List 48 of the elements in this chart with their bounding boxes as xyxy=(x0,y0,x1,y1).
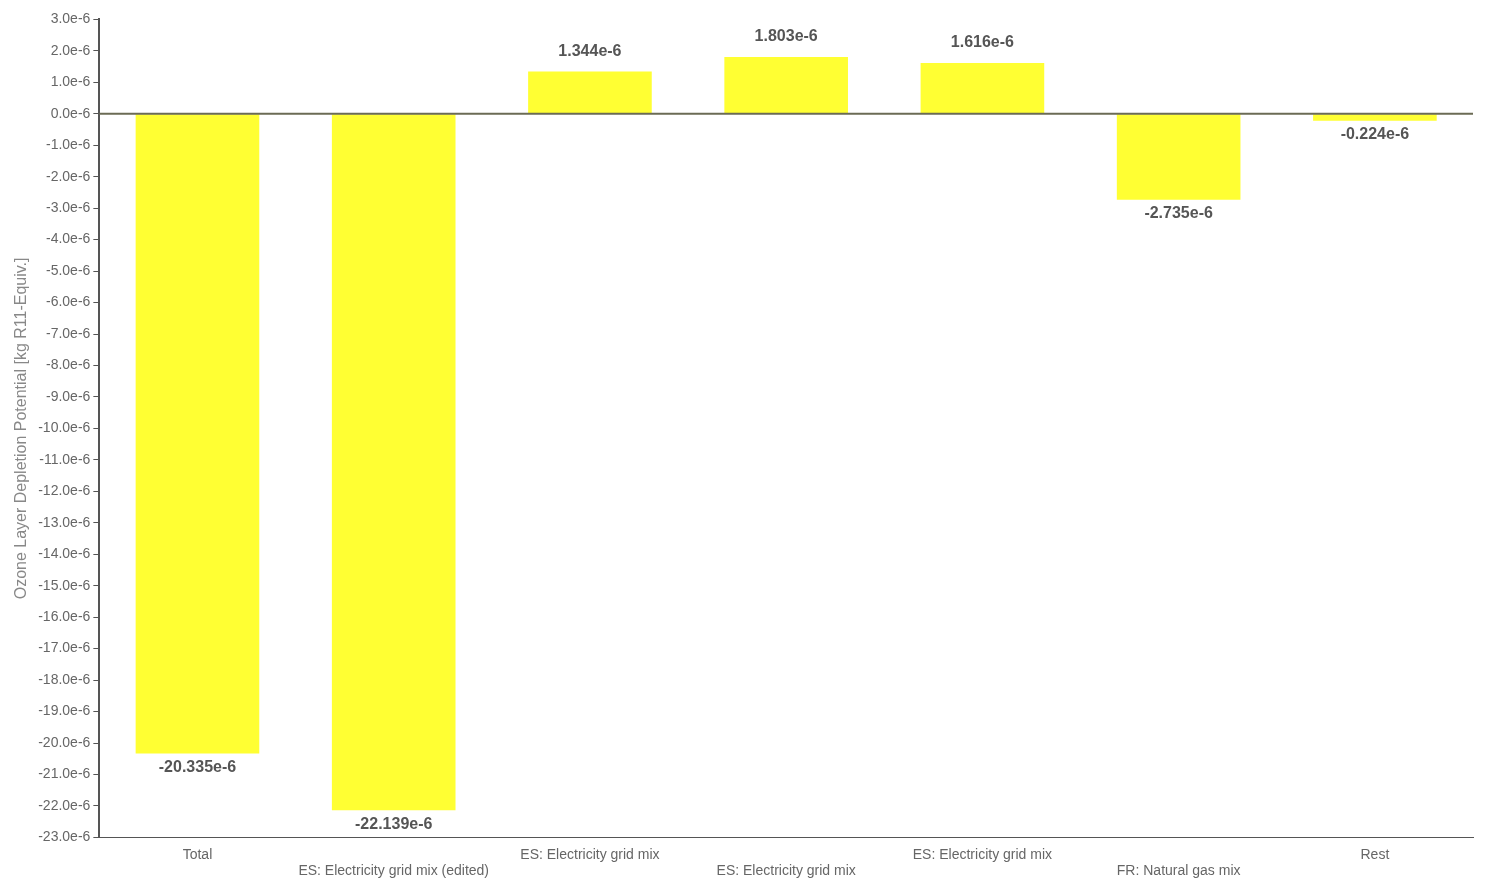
y-tick-label: -13.0e-6 xyxy=(38,513,91,530)
y-tick-label: -19.0e-6 xyxy=(38,702,91,719)
data-label: 1.803e-6 xyxy=(754,27,818,45)
y-tick-label: -9.0e-6 xyxy=(45,387,91,404)
y-tick-label: 2.0e-6 xyxy=(50,41,91,58)
y-tick-label: -16.0e-6 xyxy=(38,608,91,625)
x-tick-label: Rest xyxy=(1360,845,1390,862)
x-tick-label: ES: Electricity grid mix xyxy=(520,845,660,862)
y-tick-label: -7.0e-6 xyxy=(45,324,91,341)
y-tick-label: -18.0e-6 xyxy=(38,670,91,687)
y-tick-label: -2.0e-6 xyxy=(45,167,91,184)
y-tick-label: -8.0e-6 xyxy=(45,356,91,373)
y-axis-title: Ozone Layer Depletion Potential [kg R11-Equiv.] xyxy=(12,257,30,600)
bar xyxy=(331,114,456,811)
y-tick-label: -22.0e-6 xyxy=(38,796,91,813)
bar xyxy=(920,62,1045,114)
y-tick-label: -4.0e-6 xyxy=(45,230,91,247)
y-tick-label: 1.0e-6 xyxy=(50,73,91,90)
y-tick-label: -6.0e-6 xyxy=(45,293,91,310)
y-tick-label: -15.0e-6 xyxy=(38,576,91,593)
x-tick-label: ES: Electricity grid mix xyxy=(716,862,856,879)
y-tick-label: -23.0e-6 xyxy=(38,828,91,845)
y-tick-label: -17.0e-6 xyxy=(38,639,91,656)
y-tick-label: -14.0e-6 xyxy=(38,545,91,562)
data-label: -0.224e-6 xyxy=(1340,125,1410,143)
y-tick-label: 0.0e-6 xyxy=(50,104,91,121)
y-tick-label: -3.0e-6 xyxy=(45,199,91,216)
y-tick-label: -5.0e-6 xyxy=(45,261,91,278)
y-tick-label: -10.0e-6 xyxy=(38,419,91,436)
y-tick-label: -11.0e-6 xyxy=(39,450,91,467)
y-tick-label: -21.0e-6 xyxy=(38,765,91,782)
bar xyxy=(1116,114,1241,200)
data-label: 1.344e-6 xyxy=(558,41,622,59)
x-tick-label: ES: Electricity grid mix (edited) xyxy=(298,862,489,879)
x-tick-label: ES: Electricity grid mix xyxy=(912,845,1053,862)
data-label: -20.335e-6 xyxy=(158,757,237,775)
data-label: -22.139e-6 xyxy=(355,814,433,832)
y-tick-label: -1.0e-6 xyxy=(45,136,91,153)
y-tick-label: 3.0e-6 xyxy=(50,10,91,27)
data-label: 1.616e-6 xyxy=(950,33,1015,51)
y-tick-label: -20.0e-6 xyxy=(38,733,91,750)
y-tick-label: -12.0e-6 xyxy=(38,482,91,499)
bar xyxy=(528,71,652,114)
bar xyxy=(724,57,848,114)
data-label: -2.735e-6 xyxy=(1144,204,1213,222)
x-tick-label: FR: Natural gas mix xyxy=(1116,862,1241,879)
bar xyxy=(135,114,260,754)
x-tick-label: Total xyxy=(182,845,213,862)
